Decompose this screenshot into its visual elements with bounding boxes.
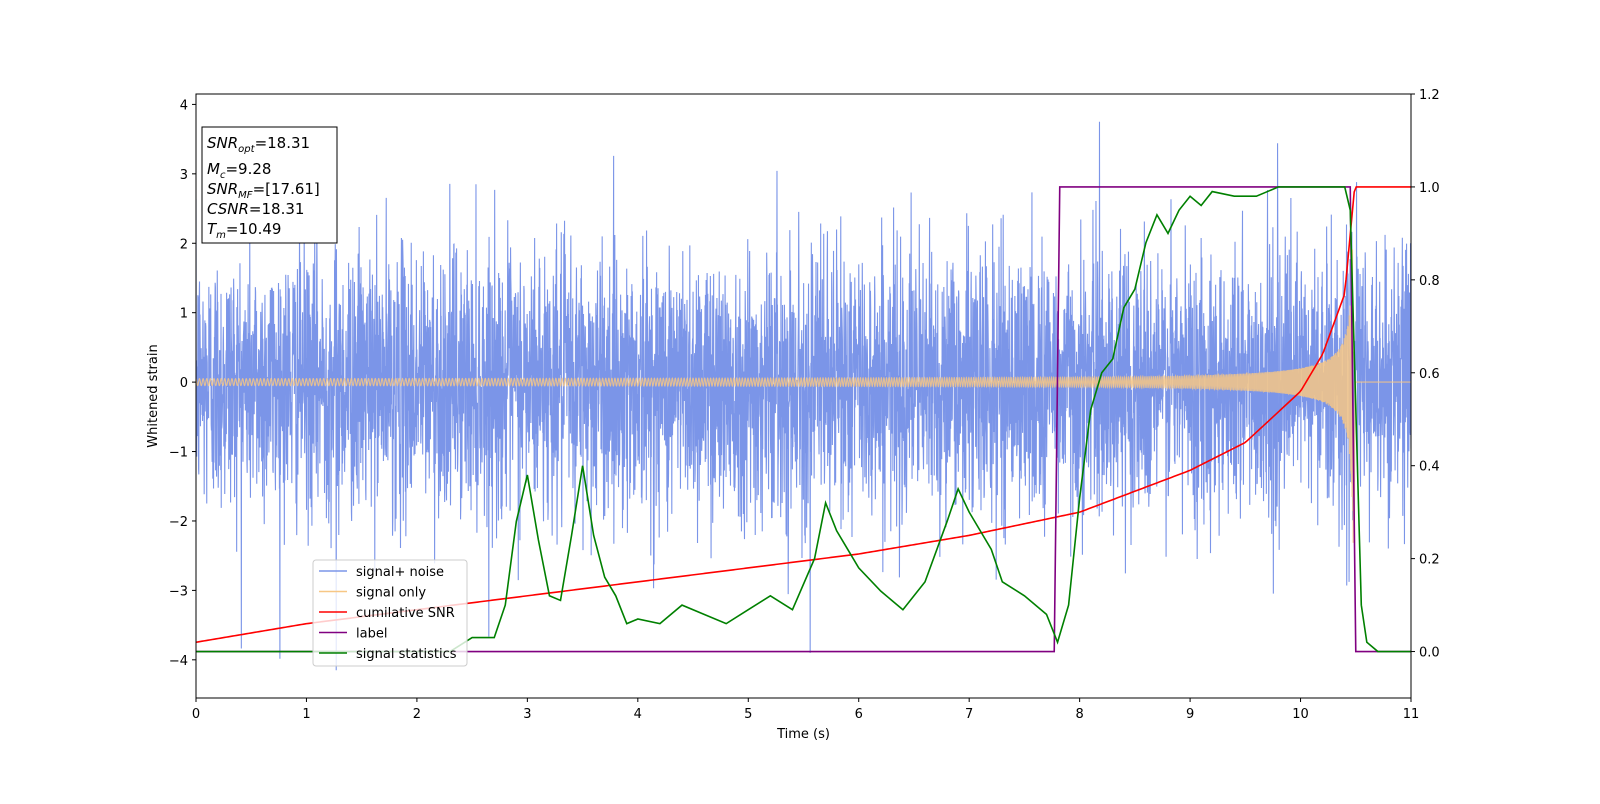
y2-tick-label: 0.8	[1419, 274, 1440, 289]
info-name: CSNR	[207, 200, 249, 218]
info-sub: m	[216, 230, 226, 241]
info-line: Tm=10.49	[207, 220, 281, 241]
info-line: Mc=9.28	[207, 160, 271, 181]
info-box-frame	[201, 126, 338, 244]
y-axis-right: 0.0 0.2 0.4 0.6 0.8 1.0 1.2	[1411, 88, 1440, 661]
info-line: SNRMF=[17.61]	[207, 180, 320, 201]
info-sub: c	[220, 170, 226, 181]
y2-tick-label: 0.0	[1419, 646, 1440, 661]
info-value: =18.31	[249, 200, 305, 218]
info-value: =[17.61]	[253, 180, 320, 198]
info-name: SNR	[207, 180, 238, 198]
info-name: SNR	[207, 134, 238, 152]
info-box: SNRopt=18.31Mc=9.28SNRMF=[17.61]CSNR=18.…	[201, 126, 338, 244]
x-tick-label: 3	[523, 707, 531, 722]
x-tick-label: 4	[634, 707, 642, 722]
legend: signal+ noise signal only cumilative SNR la…	[312, 559, 468, 667]
info-value: =9.28	[225, 160, 271, 178]
y2-tick-label: 1.2	[1419, 88, 1440, 103]
legend-label: signal+ noise	[356, 565, 444, 580]
x-axis-label: Time (s)	[776, 727, 830, 742]
y-axis-left: −4 −3 −2 −1 0 1 2 3 4	[169, 98, 196, 669]
y-tick-label: 0	[180, 376, 188, 391]
legend-label: cumilative SNR	[356, 606, 455, 621]
x-tick-label: 8	[1075, 707, 1083, 722]
x-tick-label: 1	[302, 707, 310, 722]
y-tick-label: −4	[169, 654, 188, 669]
legend-label: signal only	[356, 586, 426, 601]
info-sub: opt	[238, 144, 255, 155]
y-tick-label: 2	[180, 237, 188, 252]
y-tick-label: 1	[180, 307, 188, 322]
x-tick-label: 5	[744, 707, 752, 722]
x-tick-label: 6	[855, 707, 863, 722]
x-tick-label: 11	[1403, 707, 1420, 722]
legend-frame	[312, 559, 468, 667]
y-axis-label: Whitened strain	[146, 344, 161, 447]
legend-label: label	[356, 627, 387, 642]
series-signal-statistics	[196, 186, 1411, 653]
legend-label: signal statistics	[356, 647, 457, 662]
y-tick-label: −1	[169, 446, 188, 461]
y2-tick-label: 0.4	[1419, 460, 1440, 475]
axes-frame	[195, 93, 1412, 699]
y-tick-label: −3	[169, 584, 188, 599]
x-tick-label: 10	[1292, 707, 1309, 722]
info-line: CSNR=18.31	[207, 200, 304, 218]
info-name: T	[207, 220, 218, 238]
x-tick-label: 0	[192, 707, 200, 722]
x-tick-label: 7	[965, 707, 973, 722]
x-tick-label: 2	[413, 707, 421, 722]
y-tick-label: 3	[180, 168, 188, 183]
series-signal-only	[196, 249, 1411, 543]
x-axis: 0 1 2 3 4 5 6 7 8 9 10 11	[192, 698, 1419, 722]
x-tick-label: 9	[1186, 707, 1194, 722]
y2-tick-label: 1.0	[1419, 181, 1440, 196]
info-name: M	[207, 160, 220, 178]
info-value: =18.31	[255, 134, 311, 152]
y2-tick-label: 0.6	[1419, 367, 1440, 382]
info-sub: MF	[238, 190, 253, 201]
info-line: SNRopt=18.31	[207, 134, 310, 155]
info-value: =10.49	[226, 220, 282, 238]
y-tick-label: 4	[180, 98, 188, 113]
series-signal-noise	[196, 121, 1411, 671]
series-label	[196, 186, 1411, 653]
y2-tick-label: 0.2	[1419, 553, 1440, 568]
y-tick-label: −2	[169, 515, 188, 530]
